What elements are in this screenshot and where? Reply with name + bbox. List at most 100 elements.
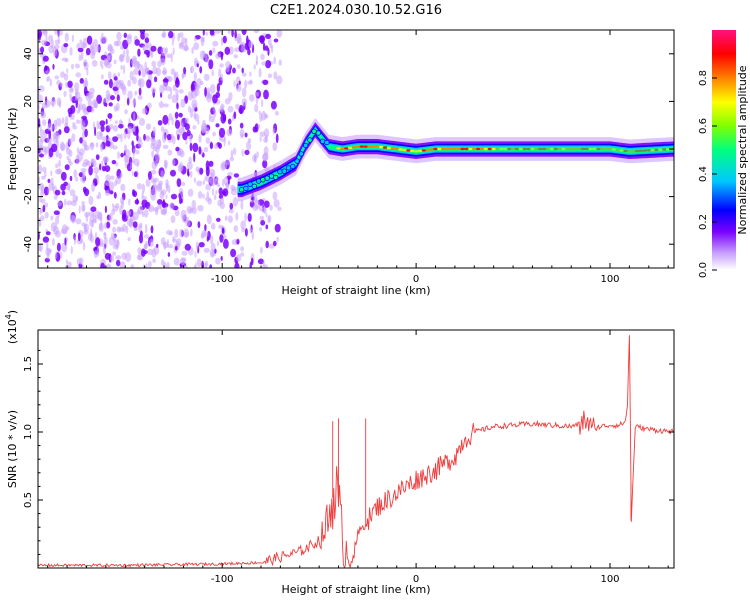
noise-speckle	[197, 221, 201, 229]
noise-speckle	[54, 30, 58, 35]
noise-speckle	[208, 50, 213, 56]
signal-core	[382, 146, 388, 149]
noise-speckle	[267, 37, 272, 46]
noise-speckle	[204, 260, 209, 267]
noise-speckle	[265, 33, 271, 40]
noise-speckle	[93, 166, 100, 174]
noise-speckle	[247, 212, 252, 222]
signal-core	[379, 145, 384, 149]
noise-speckle	[215, 176, 219, 182]
noise-speckle	[132, 211, 139, 221]
noise-speckle	[50, 215, 54, 221]
noise-speckle	[249, 71, 252, 77]
noise-speckle	[54, 75, 60, 80]
noise-speckle	[64, 164, 70, 171]
noise-speckle	[208, 59, 214, 70]
noise-speckle	[139, 117, 145, 126]
noise-speckle	[60, 71, 65, 78]
noise-speckle	[264, 112, 267, 120]
noise-speckle	[132, 221, 138, 228]
noise-speckle	[41, 166, 47, 173]
signal-core	[627, 150, 632, 153]
noise-speckle	[273, 71, 278, 80]
noise-speckle	[234, 30, 237, 39]
noise-speckle	[205, 31, 208, 36]
noise-speckle	[157, 199, 163, 205]
signal-core	[487, 147, 492, 151]
signal-cell	[273, 174, 279, 181]
snr-frame	[37, 329, 675, 569]
noise-speckle	[120, 133, 123, 143]
noise-speckle	[176, 238, 182, 247]
noise-speckle	[102, 156, 109, 163]
signal-core	[642, 149, 648, 152]
noise-speckle	[92, 161, 97, 168]
noise-speckle	[39, 196, 43, 203]
signal-core	[371, 145, 376, 148]
noise-speckle	[160, 57, 166, 66]
noise-speckle	[92, 218, 98, 224]
noise-speckle	[241, 72, 247, 77]
noise-speckle	[171, 116, 174, 126]
noise-speckle	[64, 237, 67, 246]
noise-speckle	[107, 71, 112, 80]
noise-speckle	[184, 123, 190, 131]
noise-speckle	[214, 30, 221, 34]
noise-speckle	[244, 228, 248, 237]
noise-speckle	[125, 252, 132, 262]
noise-speckle	[113, 105, 118, 112]
noise-speckle	[244, 132, 248, 138]
noise-speckle	[137, 247, 142, 254]
noise-speckle	[152, 185, 159, 190]
noise-speckle	[69, 175, 73, 182]
noise-speckle	[108, 78, 113, 89]
noise-speckle	[104, 222, 107, 230]
signal-core	[607, 147, 613, 151]
noise-speckle	[79, 257, 84, 265]
snr-y-tick-label: 1.5	[23, 356, 34, 372]
signal-cell	[277, 168, 283, 175]
noise-speckle	[161, 32, 166, 38]
noise-speckle	[44, 100, 51, 108]
snr-trace	[38, 335, 674, 568]
signal-core	[596, 147, 601, 151]
noise-speckle	[63, 90, 67, 97]
noise-speckle	[227, 30, 231, 35]
noise-speckle	[195, 166, 200, 172]
noise-speckle	[123, 64, 126, 75]
noise-speckle	[255, 54, 258, 65]
noise-speckle	[46, 77, 49, 82]
noise-speckle	[198, 134, 202, 143]
noise-speckle	[262, 152, 269, 162]
noise-speckle	[223, 137, 226, 147]
noise-speckle	[165, 194, 168, 199]
noise-speckle	[48, 34, 54, 42]
noise-speckle	[146, 42, 152, 49]
noise-speckle	[186, 129, 191, 137]
noise-speckle	[107, 113, 113, 119]
noise-speckle	[115, 203, 120, 209]
noise-speckle	[168, 30, 174, 39]
noise-speckle	[117, 151, 120, 160]
noise-speckle	[105, 102, 108, 107]
noise-speckle	[46, 136, 53, 144]
noise-speckle	[262, 259, 265, 267]
noise-speckle	[64, 32, 69, 42]
noise-speckle	[259, 227, 263, 232]
noise-speckle	[265, 240, 270, 249]
noise-speckle	[95, 237, 101, 247]
noise-speckle	[74, 92, 78, 102]
noise-speckle	[249, 94, 255, 102]
noise-speckle	[273, 38, 279, 43]
noise-speckle	[78, 205, 81, 214]
noise-speckle	[71, 133, 76, 142]
noise-speckle	[134, 61, 140, 70]
noise-speckle	[84, 77, 88, 87]
noise-speckle	[272, 191, 278, 201]
noise-speckle	[69, 214, 76, 223]
signal-core	[406, 149, 411, 152]
noise-speckle	[61, 117, 65, 124]
noise-speckle	[276, 30, 283, 38]
noise-speckle	[178, 89, 184, 94]
noise-speckle	[268, 214, 272, 223]
